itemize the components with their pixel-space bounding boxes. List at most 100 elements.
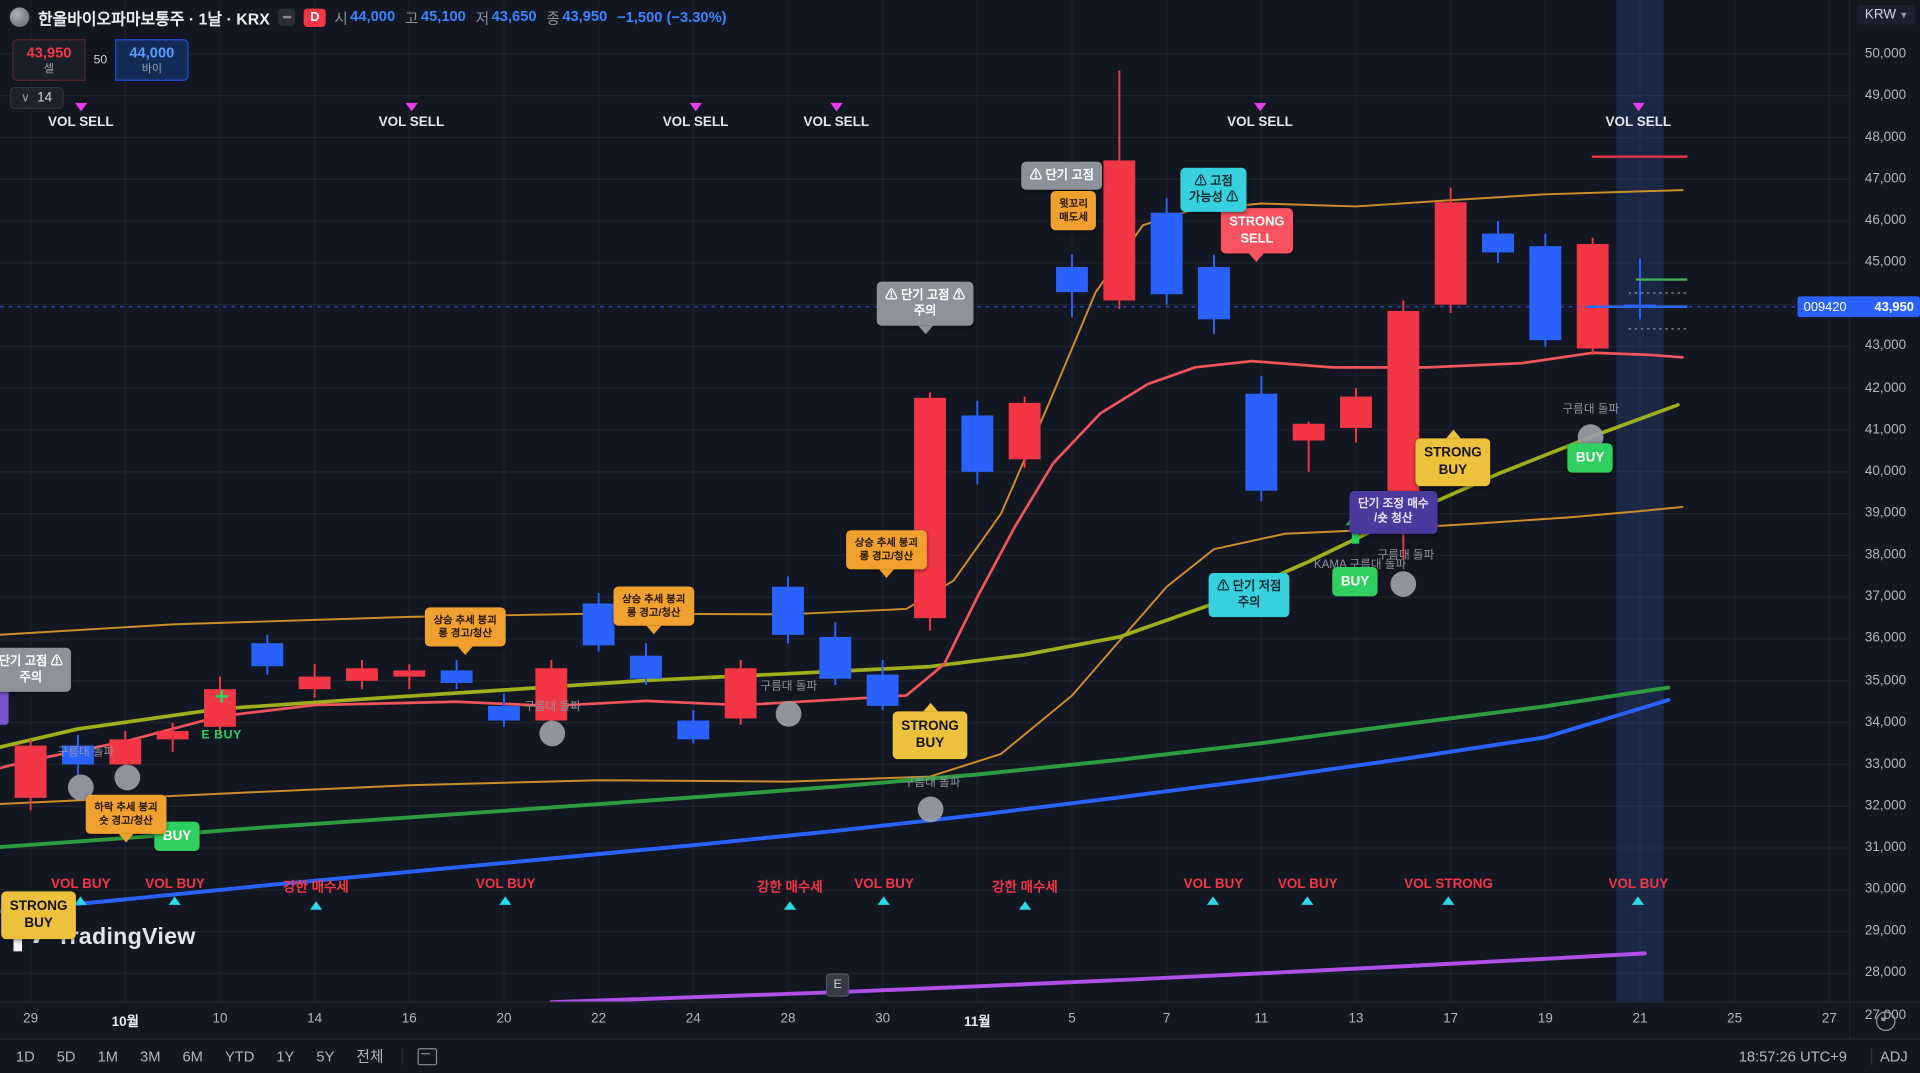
- go-to-date-icon[interactable]: [417, 1047, 438, 1065]
- sell-button[interactable]: 43,950 셀: [12, 39, 86, 81]
- timeframe-badge[interactable]: D: [304, 7, 326, 27]
- price-axis-label: 37,000: [1864, 589, 1907, 604]
- trade-panel: 43,950 셀 50 44,000 바이: [12, 39, 189, 81]
- price-axis-label: 42,000: [1864, 380, 1907, 395]
- candle-body-11-20: [1576, 244, 1609, 349]
- instrument-options-icon[interactable]: [278, 8, 296, 26]
- range-button-1Y[interactable]: 1Y: [276, 1047, 295, 1065]
- candle-body-10-23: [630, 655, 662, 679]
- symbol-title[interactable]: 한올바이오파마보통주 · 1날 · KRX: [37, 9, 270, 28]
- time-axis-label: 14: [307, 1011, 323, 1027]
- price-axis[interactable]: 50,00049,00048,00047,00046,00045,00044,0…: [1848, 0, 1920, 1022]
- tradingview-watermark: TradingView: [12, 923, 195, 952]
- price-axis-label: 49,000: [1864, 87, 1907, 103]
- candle-body-11-12: [1292, 423, 1325, 441]
- time-axis-label: 7: [1162, 1011, 1171, 1027]
- price-axis-label: 48,000: [1864, 129, 1907, 145]
- time-axis-label: 22: [591, 1011, 607, 1027]
- buy-button[interactable]: 44,000 바이: [115, 39, 189, 81]
- time-axis-label: 28: [780, 1011, 796, 1027]
- symbol-header: 한올바이오파마보통주 · 1날 · KRX D 시 44,000 고 45,100 …: [0, 0, 727, 34]
- candle-body-11-17: [1434, 202, 1467, 305]
- price-axis-label: 28,000: [1864, 965, 1907, 981]
- high-label: 고: [404, 9, 419, 27]
- ma-line-kama-olive: [0, 403, 1680, 749]
- candle-body-11-19: [1529, 246, 1562, 341]
- candle-body-10-24: [677, 720, 710, 740]
- candle-body-11-14: [1387, 310, 1420, 514]
- range-button-6M[interactable]: 6M: [182, 1047, 203, 1065]
- range-button-5Y[interactable]: 5Y: [316, 1047, 335, 1065]
- current-bar-highlight: [1616, 0, 1664, 1002]
- clock[interactable]: 18:57:26 UTC+9: [1738, 1047, 1847, 1065]
- time-axis-label: 11: [1254, 1011, 1269, 1027]
- time-axis-label: 13: [1348, 1011, 1364, 1027]
- change-value: −1,500 (−3.30%): [617, 8, 727, 26]
- current-price-value: 43,950: [1874, 299, 1914, 315]
- price-axis-label: 43,000: [1864, 338, 1907, 354]
- range-button-1M[interactable]: 1M: [97, 1047, 118, 1065]
- candle-body-10-16: [393, 670, 426, 677]
- time-axis-label: 20: [496, 1011, 512, 1027]
- close-label: 종: [546, 9, 560, 27]
- ma-line-ma-mid-green: [0, 685, 1671, 850]
- high-value: 45,100: [420, 6, 466, 24]
- time-axis-label: 5: [1068, 1011, 1076, 1027]
- candle-body-10-27: [724, 668, 757, 719]
- candle-body-10-31: [914, 397, 946, 619]
- low-label: 저: [475, 9, 490, 27]
- tradingview-logo-icon: [13, 924, 47, 952]
- price-axis-label: 33,000: [1864, 756, 1907, 772]
- currency-label: KRW: [1864, 7, 1897, 23]
- price-axis-label: 47,000: [1864, 171, 1907, 186]
- ma-line-ema-fast-red: [0, 351, 1684, 770]
- price-axis-label: 50,000: [1864, 45, 1907, 61]
- symbol-logo[interactable]: [9, 7, 30, 27]
- range-button-1D[interactable]: 1D: [15, 1047, 35, 1065]
- candle-body-10-17: [440, 670, 473, 683]
- indicator-collapse-chip[interactable]: ∨ 14: [9, 86, 64, 109]
- candle-body-10-13: [251, 643, 284, 667]
- price-axis-label: 38,000: [1864, 547, 1907, 563]
- symbol-code: 009420: [1803, 299, 1847, 315]
- price-axis-label: 36,000: [1864, 631, 1907, 646]
- range-button-YTD[interactable]: YTD: [224, 1047, 255, 1065]
- toolbar-divider: [1871, 1047, 1873, 1065]
- price-axis-label: 40,000: [1864, 463, 1907, 479]
- buy-label: 바이: [141, 62, 162, 75]
- range-button-전체[interactable]: 전체: [356, 1048, 384, 1066]
- open-value: 44,000: [350, 6, 396, 24]
- ma-line-lower-band: [0, 505, 1684, 805]
- chevron-down-icon: ∨: [20, 91, 30, 105]
- candle-body-10-29: [819, 636, 852, 679]
- candle-body-11-10: [1198, 267, 1230, 320]
- open-label: 시: [334, 9, 348, 27]
- time-axis-label: 10월: [111, 1015, 139, 1030]
- adjustment-toggle[interactable]: ADJ: [1879, 1047, 1908, 1065]
- time-axis-label: 19: [1537, 1011, 1553, 1027]
- candle-body-11-06: [1103, 160, 1136, 301]
- price-axis-label: 32,000: [1864, 798, 1907, 813]
- price-axis-label: 39,000: [1864, 505, 1907, 521]
- ma-line-upper-band: [0, 189, 1684, 636]
- currency-selector[interactable]: KRW ▾: [1856, 4, 1916, 25]
- time-axis[interactable]: 29 10월 10 14 16 20 22 24 28 30 11월 5 7 11 13 17 19 21 25 27: [0, 1001, 1849, 1040]
- gear-icon[interactable]: [1875, 1011, 1896, 1032]
- range-button-3M[interactable]: 3M: [140, 1047, 161, 1065]
- ma-line-ma-long-purple: [549, 951, 1647, 1002]
- indicator-count: 14: [37, 90, 53, 106]
- candle-body-09-29: [14, 745, 47, 798]
- range-button-5D[interactable]: 5D: [56, 1047, 76, 1065]
- low-value: 43,650: [491, 6, 537, 24]
- chart-canvas[interactable]: [0, 0, 1849, 1002]
- current-price-badge: 009420 43,950: [1797, 296, 1920, 318]
- candle-body-10-22: [582, 603, 615, 646]
- close-value: 43,950: [562, 6, 608, 24]
- bottom-toolbar: 1D 5D 1M 3M 6M YTD 1Y 5Y 전체 18:57:26 UTC+9 ADJ: [0, 1038, 1920, 1072]
- time-axis-label: 11월: [963, 1015, 991, 1030]
- candle-body-11-13: [1340, 396, 1372, 428]
- time-axis-label: 25: [1727, 1011, 1743, 1027]
- candle-body-11-03: [961, 415, 994, 472]
- time-axis-label: 21: [1632, 1011, 1648, 1027]
